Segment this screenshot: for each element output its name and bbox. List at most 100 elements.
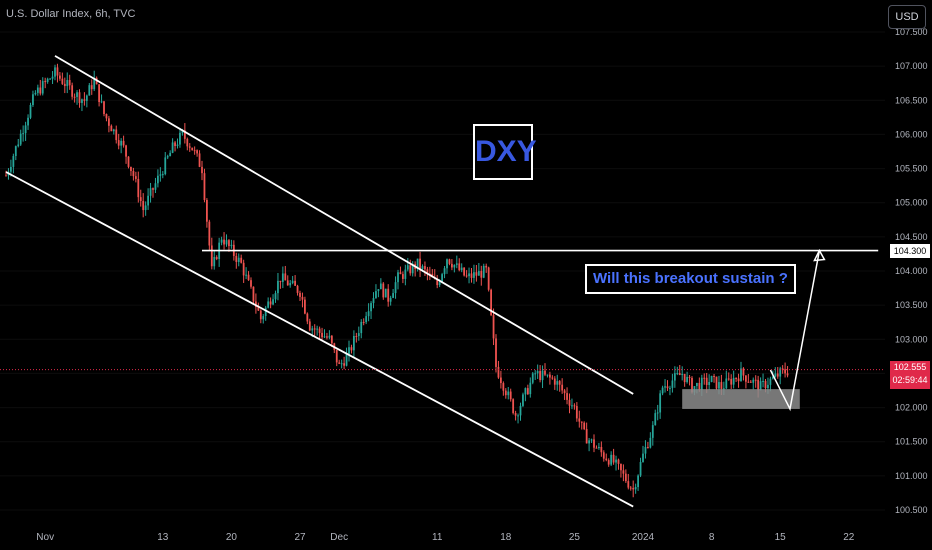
candle-body [522,394,524,406]
candle-body [659,393,662,413]
candle-body [727,378,730,380]
candle-body [678,373,681,376]
candle-body [245,274,247,276]
candle-body [100,101,103,103]
projection-arrow-head [813,248,826,262]
candle-body [24,125,27,134]
candle-body [188,146,191,148]
candle-body [720,382,723,389]
candle-body [51,76,54,79]
candle-body [605,458,608,461]
candle-body [164,157,167,175]
candle-body [328,335,331,338]
candle-body [632,487,635,490]
time-axis-label: Nov [36,532,54,543]
candle-body [88,85,91,96]
candle-body [713,375,715,377]
candle-body [304,299,306,314]
candle-body [284,273,287,281]
candle-body [130,166,132,171]
candle-body [500,377,502,384]
candle-body [627,481,630,488]
candle-body [203,173,206,200]
candle-body [56,67,59,76]
candle-body [602,452,605,459]
time-axis-label: 22 [843,532,855,543]
candle-body [235,255,238,262]
candle-body [14,146,17,157]
candle-body [127,156,130,167]
drawings [0,55,885,508]
candle-body [637,475,639,488]
candle-body [112,129,115,132]
candle-body [424,266,426,270]
candle-body [66,80,69,87]
candle-body [607,460,610,465]
candle-body [588,440,590,444]
candle-body [132,170,135,177]
candle-body [355,336,358,338]
candle-body [468,273,470,277]
resistance-price-tag: 104.300 [890,244,930,258]
candle-body [44,81,47,83]
candle-body [416,258,419,269]
candle-body [705,377,708,386]
candle-body [426,269,429,274]
candle-body [590,439,593,441]
candle-body [313,328,316,330]
candle-body [384,288,387,298]
candle-body [455,263,458,265]
candle-body [85,95,88,101]
candle-body [460,267,463,271]
candle-body [573,405,576,407]
candle-body [321,332,323,338]
candle-body [392,293,394,298]
candle-body [786,373,789,376]
candle-body [666,386,669,389]
candle-body [519,405,522,416]
candle-body [240,257,243,263]
candle-body [108,118,110,126]
candle-body [277,280,279,294]
dxy-label-box: DXY [473,124,537,180]
candle-body [71,85,74,97]
candle-body [676,373,679,375]
candle-body [274,293,277,300]
candle-body [436,278,439,286]
time-axis-label: 11 [432,532,443,543]
candle-body [117,140,120,146]
candle-body [169,152,172,157]
candle-body [375,291,377,299]
price-axis-label: 107.500 [895,27,928,37]
candle-body [137,178,140,198]
candle-body [664,386,666,388]
candle-body [718,382,720,389]
candle-body [752,379,755,383]
candle-body [19,133,22,145]
candle-body [492,315,495,339]
candle-body [259,310,262,320]
candle-body [36,87,39,93]
candle-body [568,399,571,406]
candle-body [767,384,769,389]
candle-body [179,132,181,145]
candle-body [698,382,701,391]
currency-button[interactable]: USD [888,5,926,29]
candle-body [242,262,245,276]
candle-body [551,377,554,379]
candle-body [296,285,299,293]
candle-body [206,199,208,222]
candle-body [531,373,534,383]
candle-body [32,94,34,106]
candle-body [93,77,96,90]
candle-body [722,388,725,390]
candle-body [68,80,71,86]
candle-body [237,257,240,262]
candle-body [98,84,100,103]
candle-body [291,280,294,284]
candle-body [201,166,203,174]
candle-body [502,383,505,391]
candle-body [715,376,718,389]
candle-body [708,382,711,386]
